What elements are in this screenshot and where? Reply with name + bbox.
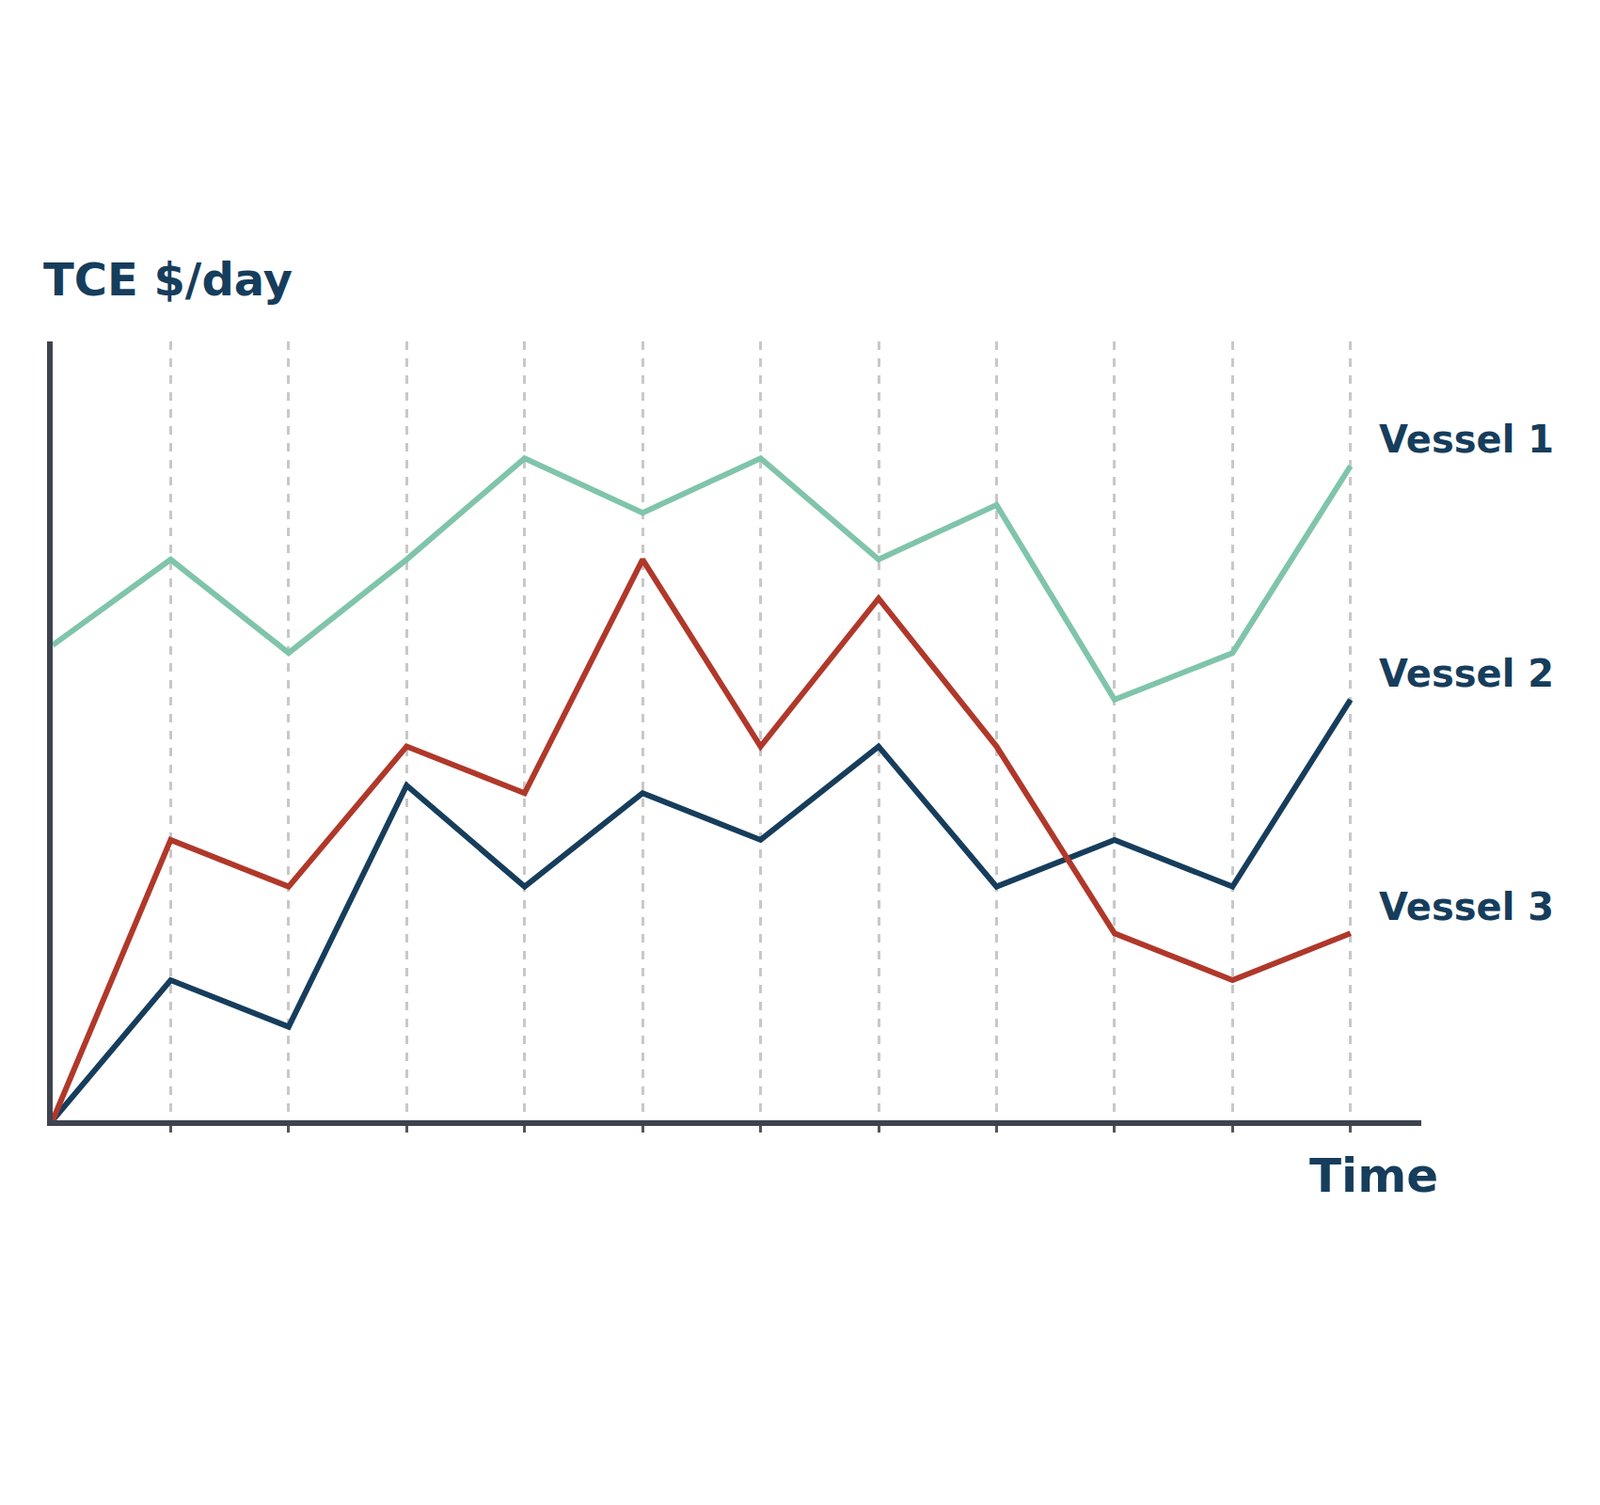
svg-text:TCE $/day: TCE $/day [43,253,293,306]
svg-text:Vessel 2: Vessel 2 [1378,651,1554,696]
svg-text:Time: Time [1309,1148,1439,1204]
svg-text:Vessel 1: Vessel 1 [1378,417,1554,461]
svg-text:Vessel 3: Vessel 3 [1378,885,1554,929]
